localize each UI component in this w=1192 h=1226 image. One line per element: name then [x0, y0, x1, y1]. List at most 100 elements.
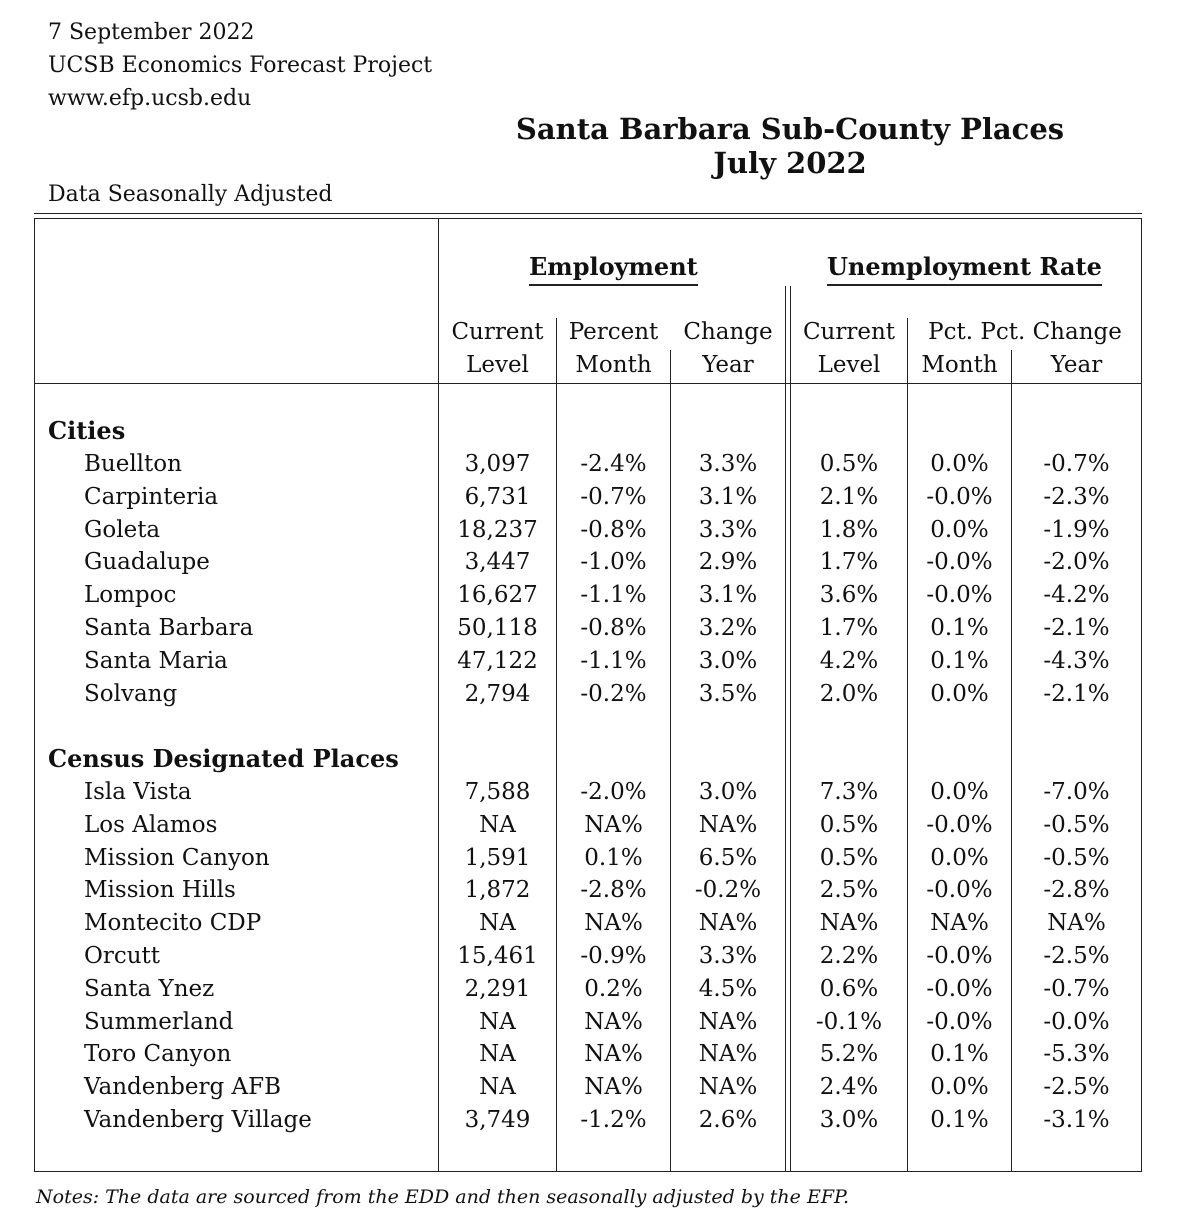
group-divider-left: [785, 286, 786, 1172]
table-row: Summerland NA NA% NA% -0.1% -0.0% -0.0%: [34, 1006, 1142, 1039]
ur-current-level: 2.4%: [819, 1074, 879, 1101]
ur-pct-month: -0.0%: [926, 582, 993, 609]
table-row: Vandenberg Village 3,749 -1.2% 2.6% 3.0% 0.1%…: [34, 1104, 1142, 1137]
emp-change-year: 3.5%: [698, 680, 758, 707]
ur-pct-change-year: -0.7%: [1043, 975, 1110, 1002]
section-title-cities: Cities: [48, 416, 126, 445]
emp-percent-month: NA%: [584, 1074, 643, 1101]
emp-change-year: -0.2%: [694, 877, 762, 904]
table-row: Mission Canyon 1,591 0.1% 6.5% 0.5% 0.0% -0.5%: [34, 842, 1142, 875]
table-row: Solvang 2,794 -0.2% 3.5% 2.0% 0.0% -2.1%: [34, 678, 1142, 711]
ur-pct-month: 0.1%: [930, 1107, 989, 1133]
emp-month-divider: [670, 350, 671, 1172]
table-row: Vandenberg AFB NA NA% NA% 2.4% 0.0% -2.5%: [34, 1071, 1142, 1104]
emp-current-level: 1,591: [464, 844, 531, 871]
place-name: Mission Hills: [84, 877, 236, 904]
ur-pct-month: 0.0%: [930, 516, 989, 543]
table-row: Santa Maria 47,122 -1.1% 3.0% 4.2% 0.1% -4.3%: [34, 645, 1142, 678]
table-top-rule-outer: [34, 213, 1142, 214]
emp-change-year: 2.6%: [698, 1107, 758, 1133]
place-name: Montecito CDP: [84, 910, 262, 937]
emp-current-level: NA: [479, 910, 516, 937]
col-header-ur-current: Current Level: [802, 319, 896, 378]
title-line-2: July 2022: [713, 146, 867, 180]
ur-pct-change-year: -0.7%: [1043, 451, 1110, 477]
ur-current-level: 2.1%: [819, 483, 879, 510]
emp-current-level: NA: [479, 811, 516, 838]
table-row: Isla Vista 7,588 -2.0% 3.0% 7.3% 0.0% -7.0%: [34, 776, 1142, 809]
emp-percent-month: NA%: [584, 811, 643, 838]
emp-percent-month: 0.1%: [584, 844, 643, 871]
emp-percent-month: -0.8%: [580, 516, 647, 543]
ur-pct-month: 0.0%: [930, 451, 989, 477]
ur-pct-change-year: -2.3%: [1043, 483, 1110, 510]
ur-pct-month: 0.0%: [930, 844, 989, 871]
emp-percent-month: -1.1%: [580, 582, 647, 609]
place-name: Solvang: [84, 680, 178, 707]
ur-pct-month: 0.1%: [930, 1041, 989, 1068]
ur-current-level: 1.7%: [819, 615, 879, 641]
emp-current-level: 16,627: [457, 582, 538, 609]
ur-current-level: 2.2%: [819, 943, 879, 969]
emp-percent-month: -0.7%: [580, 483, 647, 510]
emp-current-level: 1,872: [464, 877, 531, 904]
ur-pct-change-year: -4.3%: [1043, 647, 1110, 674]
place-name: Santa Barbara: [84, 615, 254, 641]
ur-current-level: -0.1%: [815, 1008, 883, 1035]
table-notes: Notes: The data are sourced from the EDD…: [36, 1186, 849, 1208]
emp-change-year: NA%: [698, 910, 758, 937]
emp-change-year: 2.9%: [698, 549, 758, 576]
table-row: Santa Ynez 2,291 0.2% 4.5% 0.6% -0.0% -0.7%: [34, 973, 1142, 1006]
ur-current-level: 0.5%: [819, 811, 879, 838]
organization-name: UCSB Economics Forecast Project: [48, 53, 433, 78]
ur-pct-change-year: -4.2%: [1043, 582, 1110, 609]
col-header-ur-month: Month: [921, 352, 998, 378]
ur-month-divider: [1011, 350, 1012, 1172]
place-name: Buellton: [84, 451, 182, 477]
table-row: Lompoc 16,627 -1.1% 3.1% 3.6% -0.0% -4.2%: [34, 579, 1142, 612]
emp-level-divider: [556, 318, 557, 1172]
emp-change-year: NA%: [698, 811, 758, 838]
emp-change-year: NA%: [698, 1008, 758, 1035]
table-row: Guadalupe 3,447 -1.0% 2.9% 1.7% -0.0% -2.0%: [34, 546, 1142, 579]
place-name: Mission Canyon: [84, 844, 270, 871]
table-row: Mission Hills 1,872 -2.8% -0.2% 2.5% -0.0% -2.…: [34, 874, 1142, 907]
emp-percent-month: NA%: [584, 1008, 643, 1035]
ur-pct-change-year: -1.9%: [1043, 516, 1110, 543]
emp-change-year: 3.1%: [698, 483, 758, 510]
emp-percent-month: 0.2%: [584, 975, 643, 1002]
place-name: Vandenberg Village: [84, 1107, 312, 1133]
ur-pct-month: 0.1%: [930, 615, 989, 641]
place-name: Orcutt: [84, 943, 161, 969]
emp-percent-month: -1.0%: [580, 549, 647, 576]
emp-change-year: 6.5%: [698, 844, 758, 871]
emp-change-year: 3.2%: [698, 615, 758, 641]
place-name: Vandenberg AFB: [84, 1074, 282, 1101]
ur-level-divider: [907, 318, 908, 1172]
title-line-1: Santa Barbara Sub-County Places: [515, 112, 1065, 146]
employment-group-header: Employment: [529, 252, 698, 286]
place-name: Isla Vista: [84, 779, 192, 805]
table-row: Buellton 3,097 -2.4% 3.3% 0.5% 0.0% -0.7%: [34, 448, 1142, 481]
emp-current-level: 3,447: [464, 549, 531, 576]
emp-change-year: 4.5%: [698, 975, 758, 1002]
table-row: Los Alamos NA NA% NA% 0.5% -0.0% -0.5%: [34, 809, 1142, 842]
section-title-cdp: Census Designated Places: [48, 744, 399, 773]
emp-change-year: 3.1%: [698, 582, 758, 609]
ur-current-level: 7.3%: [819, 779, 879, 805]
ur-pct-change-year: -5.3%: [1043, 1041, 1110, 1068]
emp-percent-month: -2.4%: [580, 451, 647, 477]
emp-current-level: NA: [479, 1041, 516, 1068]
emp-percent-month: NA%: [584, 910, 643, 937]
col-header-ur-pct-change: Pct. Pct. Change: [928, 319, 1122, 345]
report-date: 7 September 2022: [48, 20, 255, 45]
emp-percent-month: -1.1%: [580, 647, 647, 674]
ur-pct-month: -0.0%: [926, 975, 993, 1002]
emp-current-level: 3,097: [464, 451, 531, 477]
ur-pct-change-year: -2.0%: [1043, 549, 1110, 576]
group-divider-right: [790, 286, 791, 1172]
page-title: Santa Barbara Sub-County Places July 202…: [440, 112, 1140, 180]
ur-current-level: 0.5%: [819, 844, 879, 871]
ur-current-level: 3.0%: [819, 1107, 879, 1133]
ur-current-level: NA%: [819, 910, 879, 937]
